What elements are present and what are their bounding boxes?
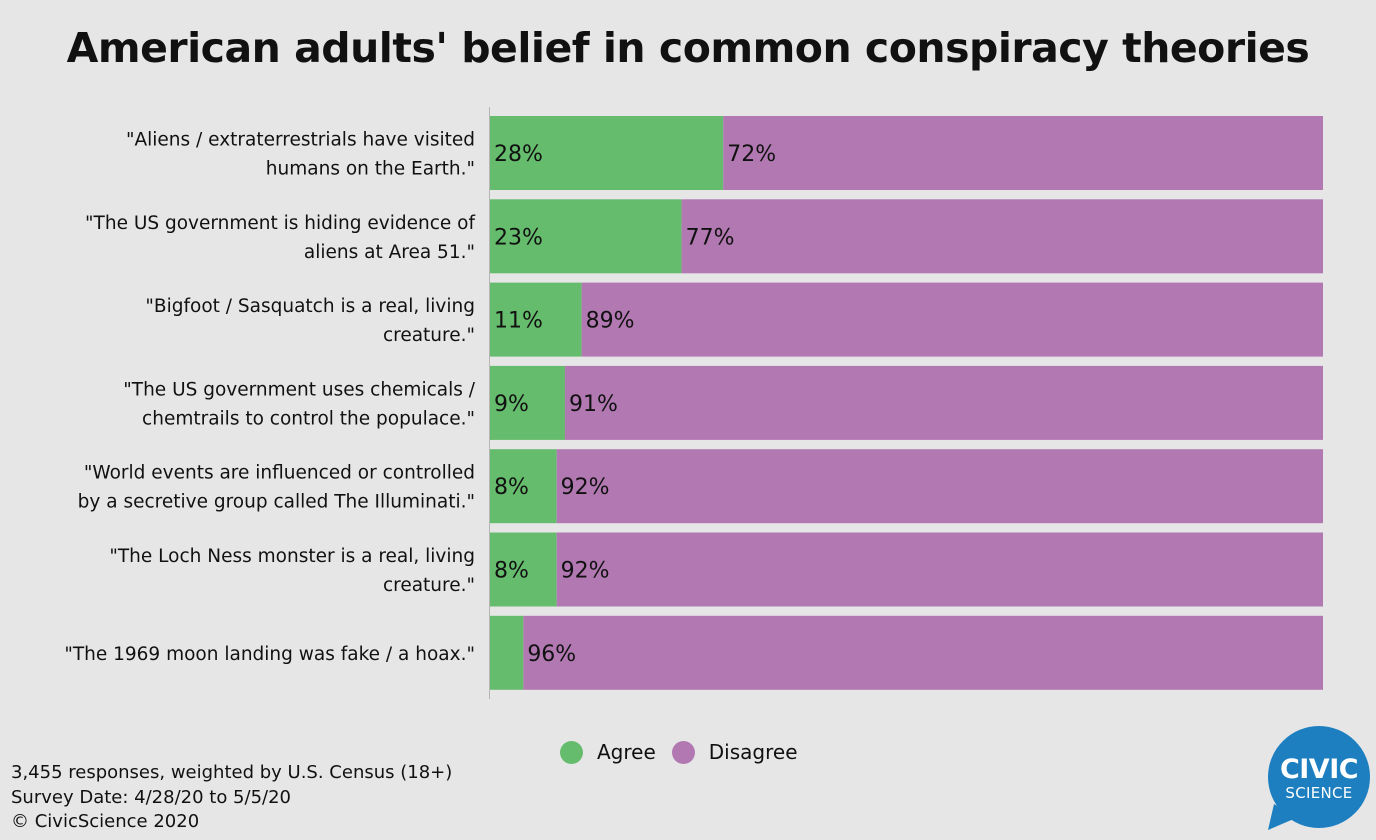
category-label-5: "The Loch Ness monster is a real, living… <box>109 546 475 596</box>
bar-disagree-6 <box>523 615 1323 690</box>
bar-disagree-0 <box>723 116 1323 190</box>
bar-agree-1 <box>490 199 682 274</box>
bar-agree-6 <box>490 615 524 690</box>
logo-badge-shape <box>1268 726 1370 830</box>
data-label-disagree-2: 89% <box>586 309 635 334</box>
data-label-disagree-1: 77% <box>686 225 735 250</box>
footer-notes: 3,455 responses, weighted by U.S. Census… <box>11 761 452 835</box>
bar-agree-2 <box>490 282 582 357</box>
bar-agree-4 <box>490 449 557 524</box>
data-label-agree-4: 8% <box>494 475 529 500</box>
bar-disagree-3 <box>564 365 1323 440</box>
legend-label-disagree: Disagree <box>708 740 798 764</box>
bar-disagree-1 <box>681 199 1323 274</box>
bar-agree-3 <box>490 365 565 440</box>
data-label-agree-2: 11% <box>494 309 543 334</box>
data-label-disagree-0: 72% <box>727 142 776 167</box>
category-label-1: "The US government is hiding evidence of… <box>85 213 475 263</box>
bar-agree-5 <box>490 532 557 607</box>
legend-swatch-agree <box>560 740 583 764</box>
bar-disagree-4 <box>556 449 1323 524</box>
data-label-agree-1: 23% <box>494 225 543 250</box>
category-label-0: "Aliens / extraterrestrials have visited… <box>126 130 475 180</box>
data-label-agree-3: 9% <box>494 392 529 417</box>
data-label-disagree-6: 96% <box>527 642 576 667</box>
footer-copyright: © CivicScience 2020 <box>11 811 200 832</box>
bar-agree-0 <box>490 116 724 190</box>
chart-title: American adults' belief in common conspi… <box>66 24 1310 72</box>
category-label-4: "World events are influenced or controll… <box>78 463 475 513</box>
footer-survey-date: Survey Date: 4/28/20 to 5/5/20 <box>11 786 291 808</box>
data-label-disagree-3: 91% <box>569 392 618 417</box>
data-label-disagree-5: 92% <box>561 559 610 584</box>
legend-item-disagree: Disagree <box>671 740 798 764</box>
logo-text-civic: CIVIC <box>1279 754 1359 785</box>
legend-label-agree: Agree <box>597 740 656 764</box>
category-label-2: "Bigfoot / Sasquatch is a real, living cr… <box>145 296 475 346</box>
bar-disagree-5 <box>556 532 1323 607</box>
data-label-agree-0: 28% <box>494 142 543 167</box>
data-label-agree-5: 8% <box>494 559 529 584</box>
logo-text-science: SCIENCE <box>1285 784 1353 802</box>
bar-disagree-2 <box>581 282 1323 357</box>
legend-swatch-disagree <box>671 740 695 764</box>
legend-item-agree: Agree <box>560 740 656 764</box>
civicscience-logo: CIVIC SCIENCE <box>1266 726 1372 832</box>
footer-responses: 3,455 responses, weighted by U.S. Census… <box>11 762 453 783</box>
category-label-6: "The 1969 moon landing was fake / a hoax… <box>64 644 475 665</box>
data-label-disagree-4: 92% <box>561 475 610 500</box>
legend: Agree Disagree <box>560 737 814 767</box>
category-label-3: "The US government uses chemicals / chemt… <box>123 379 475 429</box>
